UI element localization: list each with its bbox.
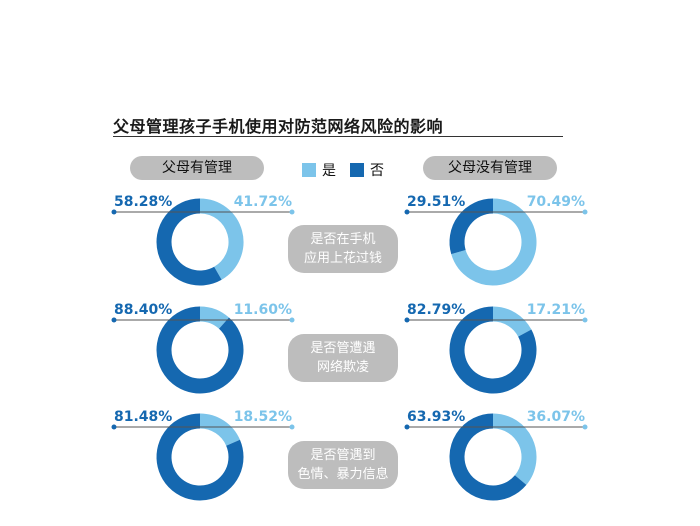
donut-2-yes-segment xyxy=(451,198,537,286)
donut-3-yes-leader-dot xyxy=(289,317,295,323)
donut-3-no-leader-dot xyxy=(111,317,117,323)
donut-3-no-label: 88.40% xyxy=(114,302,172,318)
question-label-2: 是否管遭遇 网络欺凌 xyxy=(288,334,398,382)
donut-5-no-label: 81.48% xyxy=(114,409,172,425)
legend-swatch-yes xyxy=(302,163,316,177)
donut-1-yes-leader-dot xyxy=(289,209,295,215)
donut-2-yes-label: 70.49% xyxy=(527,194,585,210)
legend-item-yes: 是 xyxy=(302,160,336,180)
question-3-line-1: 是否管遇到 xyxy=(310,448,376,463)
donut-1-no-leader-dot xyxy=(111,209,117,215)
donut-5-yes-segment xyxy=(199,413,240,447)
donut-2-no-segment xyxy=(449,198,494,255)
donut-1-no-label: 58.28% xyxy=(114,194,172,210)
question-label-1: 是否在手机 应用上花过钱 xyxy=(288,225,398,273)
donut-5-no-leader-dot xyxy=(111,424,117,430)
legend-label-yes: 是 xyxy=(322,163,336,179)
question-2-line-1: 是否管遭遇 xyxy=(310,341,376,356)
title-underline xyxy=(113,136,563,137)
donut-6-yes-leader-dot xyxy=(582,424,588,430)
question-1-line-2: 应用上花过钱 xyxy=(303,251,382,266)
legend-item-no: 否 xyxy=(350,160,384,180)
donut-3-yes-segment xyxy=(199,306,229,330)
donut-6-yes-label: 36.07% xyxy=(527,409,585,425)
donut-4-yes-label: 17.21% xyxy=(527,302,585,318)
question-3-line-2: 色情、暴力信息 xyxy=(297,467,389,482)
donut-2-yes-leader-dot xyxy=(582,209,588,215)
question-label-3: 是否管遇到 色情、暴力信息 xyxy=(288,441,398,489)
donut-3-yes-label: 11.60% xyxy=(234,302,292,318)
donut-4-yes-segment xyxy=(492,306,532,338)
question-2-line-2: 网络欺凌 xyxy=(316,360,369,375)
donut-6-no-leader-dot xyxy=(404,424,410,430)
chart-title: 父母管理孩子手机使用对防范网络风险的影响 xyxy=(113,117,444,136)
donut-4-no-label: 82.79% xyxy=(407,302,465,318)
donut-2-no-leader-dot xyxy=(404,209,410,215)
donut-6-no-label: 63.93% xyxy=(407,409,465,425)
legend-swatch-no xyxy=(350,163,364,177)
donut-4-no-leader-dot xyxy=(404,317,410,323)
legend: 是 否 xyxy=(302,160,398,180)
group-label-right: 父母没有管理 xyxy=(423,156,557,180)
donut-5-no-segment xyxy=(156,413,244,501)
group-label-left: 父母有管理 xyxy=(130,156,264,180)
donut-1-yes-segment xyxy=(199,198,244,280)
question-1-line-1: 是否在手机 xyxy=(310,232,376,247)
donut-6-yes-segment xyxy=(492,413,537,485)
donut-2-no-label: 29.51% xyxy=(407,194,465,210)
donut-3-no-segment xyxy=(156,306,244,394)
donut-4-yes-leader-dot xyxy=(582,317,588,323)
donut-5-yes-label: 18.52% xyxy=(234,409,292,425)
donut-5-yes-leader-dot xyxy=(289,424,295,430)
legend-label-no: 否 xyxy=(370,163,384,179)
donut-1-yes-label: 41.72% xyxy=(234,194,292,210)
donut-1-no-segment xyxy=(156,198,222,286)
donut-4-no-segment xyxy=(449,306,537,394)
